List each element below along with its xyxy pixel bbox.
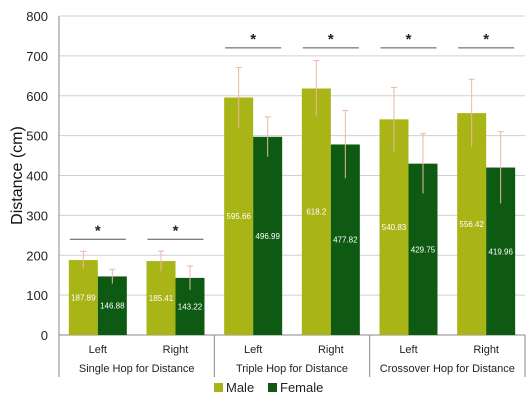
data-label: 419.96	[488, 247, 513, 256]
bar-male	[224, 97, 254, 335]
bar-male	[379, 119, 409, 335]
bar-male	[146, 261, 176, 335]
significance-star: *	[406, 31, 412, 48]
y-tick-label: 500	[26, 129, 48, 144]
legend-label-male: Male	[226, 380, 254, 395]
data-label: 595.66	[226, 212, 251, 221]
y-tick-label: 700	[26, 49, 48, 64]
y-tick-label: 400	[26, 169, 48, 184]
significance-star: *	[483, 31, 489, 48]
significance-star: *	[328, 31, 334, 48]
group-label: Triple Hop for Distance	[236, 363, 348, 375]
x-tick-label: Right	[163, 344, 189, 356]
x-tick-label: Right	[318, 344, 344, 356]
y-tick-label: 200	[26, 248, 48, 263]
significance-star: *	[95, 222, 101, 239]
y-tick-label: 800	[26, 9, 48, 24]
legend-swatch-female	[268, 383, 277, 392]
significance-star: *	[250, 31, 256, 48]
x-tick-label: Left	[244, 344, 262, 356]
data-label: 429.75	[411, 245, 436, 254]
data-label: 185.41	[149, 294, 174, 303]
y-tick-label: 600	[26, 89, 48, 104]
x-tick-label: Left	[399, 344, 417, 356]
bar-female	[253, 136, 283, 335]
data-label: 143.22	[178, 302, 203, 311]
group-label: Single Hop for Distance	[79, 363, 195, 375]
x-tick-label: Right	[473, 344, 499, 356]
data-label: 146.88	[100, 302, 125, 311]
y-tick-label: 300	[26, 208, 48, 223]
data-label: 496.99	[255, 232, 280, 241]
group-label: Crossover Hop for Distance	[380, 363, 515, 375]
x-tick-label: Left	[89, 344, 107, 356]
data-label: 477.82	[333, 236, 358, 245]
bar-female	[97, 276, 127, 335]
y-tick-label: 100	[26, 288, 48, 303]
bar-male	[301, 88, 331, 335]
legend-label-female: Female	[280, 380, 323, 395]
legend-swatch-male	[214, 383, 223, 392]
data-label: 187.89	[71, 294, 96, 303]
y-axis-title: Distance (cm)	[9, 126, 26, 225]
data-label: 540.83	[382, 223, 407, 232]
y-tick-label: 0	[41, 328, 48, 343]
bar-male	[68, 260, 98, 335]
data-label: 618.2	[306, 208, 327, 217]
data-label: 556.42	[459, 220, 484, 229]
bar-male	[457, 113, 487, 335]
significance-star: *	[173, 222, 179, 239]
